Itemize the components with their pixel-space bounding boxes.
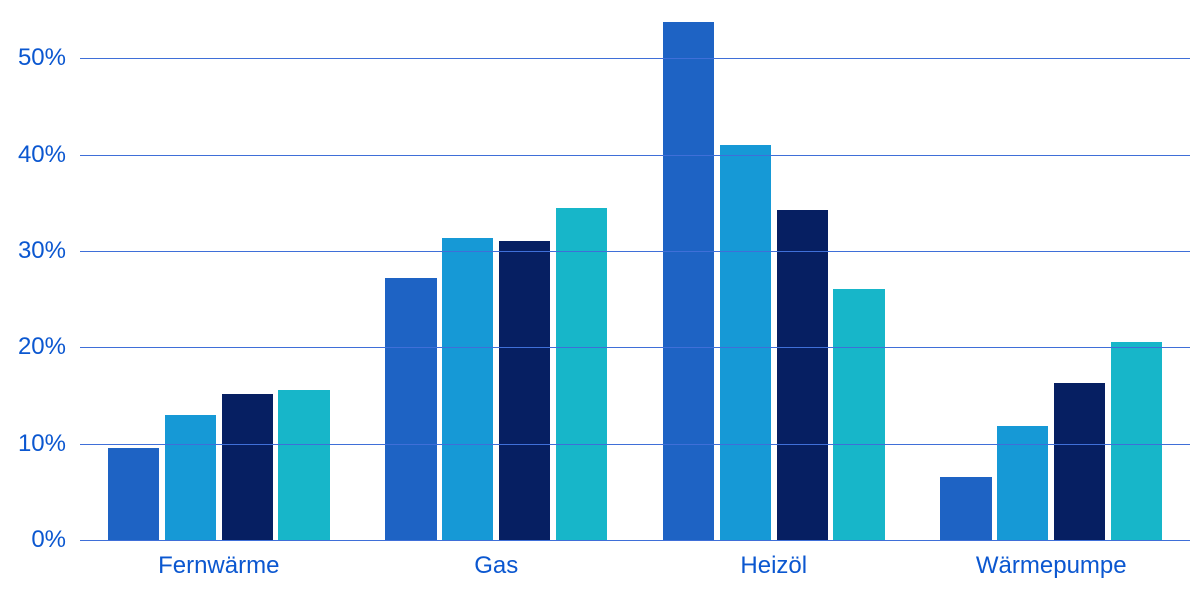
bars-layer: [80, 10, 1190, 540]
y-tick-label: 10%: [18, 430, 66, 458]
plot-area: [80, 10, 1190, 540]
bar: [278, 390, 329, 540]
bar: [442, 238, 493, 540]
bar: [833, 289, 884, 540]
x-axis: Fernwärme Gas Heizöl Wärmepumpe: [80, 552, 1190, 600]
bar: [499, 241, 550, 540]
y-axis: 0%10%20%30%40%50%: [0, 10, 66, 540]
y-tick-label: 30%: [18, 237, 66, 265]
gridline: [80, 347, 1190, 348]
bar: [108, 448, 159, 541]
bar: [663, 22, 714, 540]
gridline: [80, 444, 1190, 445]
x-tick-label: Fernwärme: [158, 552, 279, 580]
gridline: [80, 155, 1190, 156]
bar: [777, 210, 828, 540]
y-tick-label: 50%: [18, 44, 66, 72]
x-tick-label: Wärmepumpe: [976, 552, 1127, 580]
gridline: [80, 540, 1190, 541]
bar: [940, 477, 991, 540]
y-tick-label: 40%: [18, 141, 66, 169]
bar: [1111, 342, 1162, 540]
bar: [1054, 383, 1105, 540]
bar: [720, 145, 771, 540]
bar: [222, 394, 273, 540]
gridline: [80, 58, 1190, 59]
bar: [165, 415, 216, 540]
bar: [556, 208, 607, 540]
gridline: [80, 251, 1190, 252]
x-tick-label: Gas: [474, 552, 518, 580]
y-tick-label: 20%: [18, 333, 66, 361]
x-tick-label: Heizöl: [740, 552, 807, 580]
y-tick-label: 0%: [31, 526, 66, 554]
bar: [385, 278, 436, 540]
heating-type-bar-chart: 0% 10% 20% 30% 40% 50% Fernwärme Gas Heizöl Wärm…: [0, 0, 1199, 600]
